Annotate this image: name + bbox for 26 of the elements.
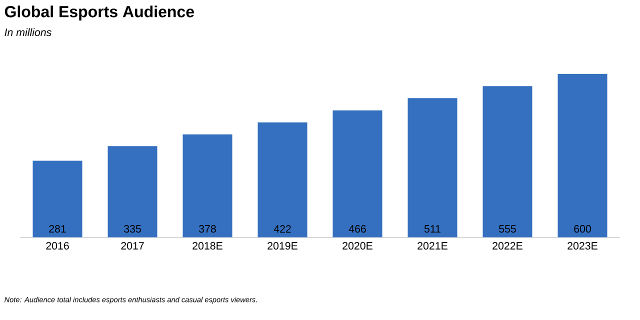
- data-label: 422: [274, 225, 291, 233]
- x-tick-label: 2019E: [268, 242, 298, 250]
- x-tick-label: 2022E: [492, 242, 522, 250]
- bar: [258, 122, 308, 238]
- data-label: 466: [348, 225, 366, 233]
- data-label: 555: [499, 225, 516, 233]
- data-label: 378: [199, 225, 216, 233]
- data-label: 600: [574, 225, 591, 233]
- x-tick-label: 2023E: [568, 242, 598, 250]
- bar: [482, 86, 532, 238]
- bar: [332, 110, 382, 238]
- chart-subtitle: In millions: [4, 28, 52, 36]
- x-tick-label: 2017: [121, 242, 144, 250]
- x-tick-label: 2018E: [192, 242, 222, 250]
- bar: [182, 134, 232, 238]
- x-tick-label: 2020E: [342, 242, 372, 250]
- bar: [32, 160, 82, 238]
- data-label: 281: [49, 225, 66, 233]
- x-tick-label: 2016: [46, 242, 69, 250]
- data-label: 511: [424, 225, 440, 233]
- chart-title: Global Esports Audience: [4, 6, 194, 21]
- bar: [558, 74, 608, 238]
- x-tick-label: 2021E: [418, 242, 448, 250]
- data-label: 335: [124, 225, 141, 233]
- bar: [108, 146, 158, 238]
- bar: [408, 98, 458, 238]
